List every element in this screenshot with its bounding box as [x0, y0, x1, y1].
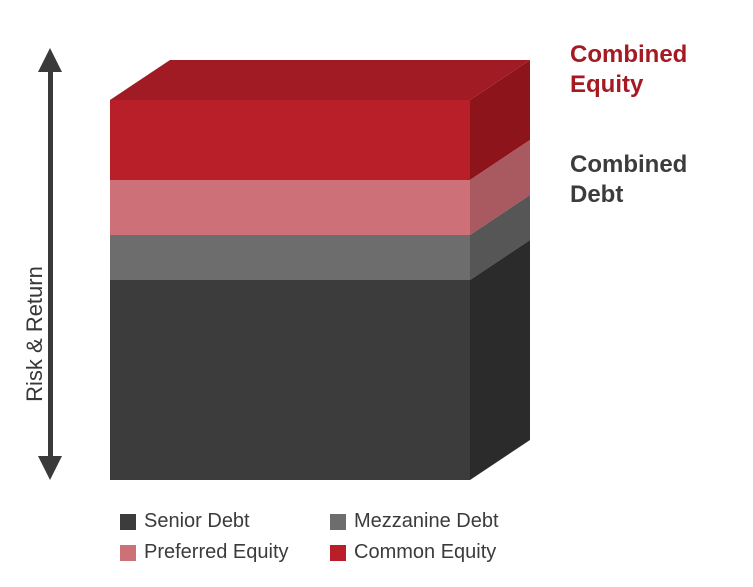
arrow-head-up-icon	[38, 48, 62, 72]
axis-label: Risk & Return	[22, 266, 48, 402]
layer-top-common_equity	[110, 60, 530, 100]
legend-item-senior-debt: Senior Debt	[120, 510, 330, 533]
layer-front-common_equity	[110, 100, 470, 180]
legend-label: Mezzanine Debt	[354, 510, 499, 533]
legend-swatch-icon	[330, 545, 346, 561]
side-label-1: CombinedDebt	[570, 150, 687, 210]
legend-swatch-icon	[120, 545, 136, 561]
legend-label: Preferred Equity	[144, 541, 289, 564]
arrow-shaft	[48, 62, 53, 465]
arrow-head-down-icon	[38, 456, 62, 480]
legend-item-mezzanine-debt: Mezzanine Debt	[330, 510, 540, 533]
layer-front-mezzanine_debt	[110, 235, 470, 280]
legend-label: Senior Debt	[144, 510, 250, 533]
legend-item-common-equity: Common Equity	[330, 541, 540, 564]
legend-label: Common Equity	[354, 541, 496, 564]
side-label-0: CombinedEquity	[570, 40, 687, 100]
layer-front-preferred_equity	[110, 180, 470, 235]
capital-stack-cube	[70, 20, 550, 500]
legend-swatch-icon	[330, 514, 346, 530]
legend-item-preferred-equity: Preferred Equity	[120, 541, 330, 564]
layer-side-senior_debt	[470, 240, 530, 480]
legend-swatch-icon	[120, 514, 136, 530]
layer-front-senior_debt	[110, 280, 470, 480]
legend: Senior Debt Mezzanine Debt Preferred Equit…	[120, 510, 550, 572]
